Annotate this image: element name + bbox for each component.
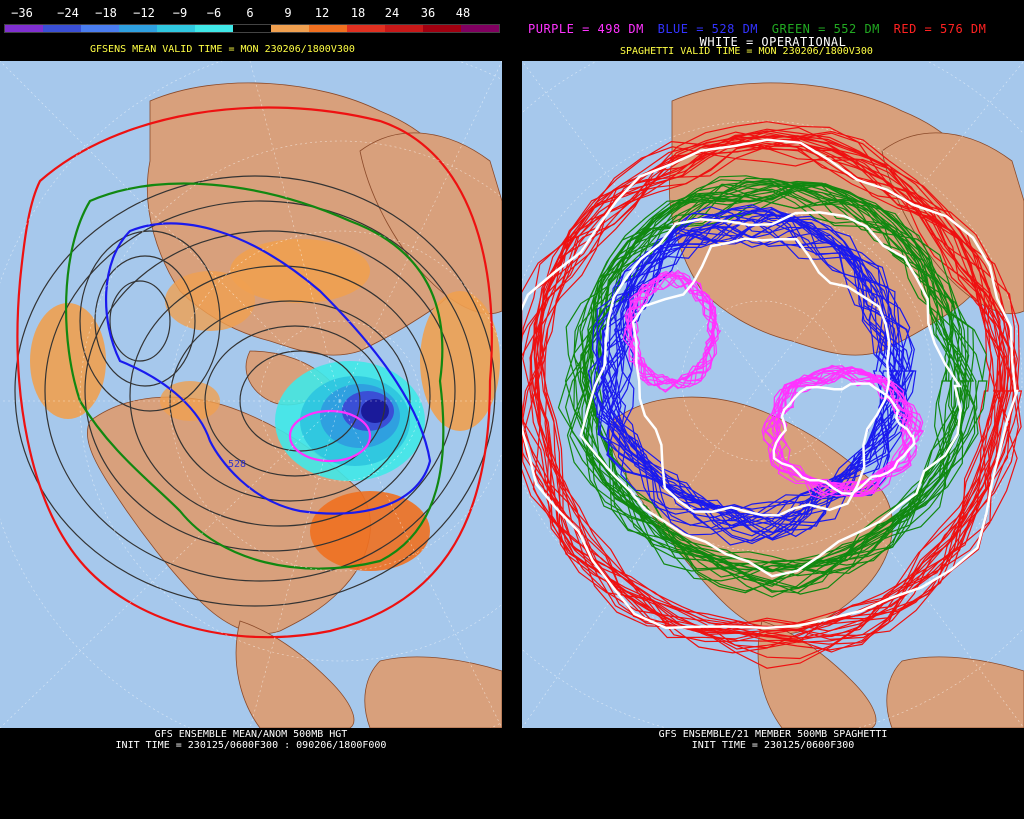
spaghetti-map [522,61,1024,728]
colorbar-label: 24 [384,6,400,20]
operational-contour [631,237,891,517]
spaghetti-contour-purple [624,275,717,386]
colorbar-label: 36 [420,6,436,20]
spaghetti-panel: PURPLE = 498 DM BLUE = 528 DM GREEN = 55… [522,0,1024,819]
colorbar-label: 48 [455,6,471,20]
height-contours [14,175,496,607]
mean-map-svg: 528 [0,61,502,728]
anomaly-colorbar [4,24,500,33]
spaghetti-footer-title: GFS ENSEMBLE/21 MEMBER 500MB SPAGHETTI [658,729,888,740]
colorbar-label: 6 [246,6,254,20]
colorbar-swatch [81,25,119,32]
spaghetti-contour-green [573,184,987,576]
legend-blue: BLUE = 528 DM [657,22,759,36]
spaghetti-contour-green [564,191,976,582]
colorbar-label: −6 [206,6,222,20]
colorbar-swatch [157,25,195,32]
spaghetti-contour-red [522,137,1018,654]
contour-528 [104,222,432,515]
spaghetti-contour-red [522,136,1006,640]
spaghetti-contour-green [565,178,968,572]
contour-576 [16,106,493,639]
colorbar-label: −36 [11,6,33,20]
colorbar-swatch [119,25,157,32]
colorbar-labels: −36 −24 −18 −12 −9 −6 6 9 12 18 24 36 48 [4,6,500,22]
colorbar-label: −9 [172,6,188,20]
legend-green: GREEN = 552 DM [771,22,880,36]
colorbar-label: 18 [350,6,366,20]
operational-contours [522,138,1019,630]
panel-divider [502,0,522,819]
mean-anomaly-map: 528 [0,61,502,728]
spaghetti-contour-green [583,184,975,589]
spaghetti-contour-red [539,126,1014,651]
operational-contour [772,382,916,495]
spaghetti-contour-red [529,135,992,643]
spaghetti-contour-purple [628,275,716,384]
colorbar-label: 9 [284,6,292,20]
spaghetti-contour-purple [628,275,719,390]
spaghetti-footer-init: INIT TIME = 230125/0600F300 [691,740,855,751]
colorbar-swatch [271,25,309,32]
spaghetti-map-svg [522,61,1024,728]
operational-contour [579,211,962,578]
spaghetti-contour-red [536,121,1002,650]
colorbar-label: −18 [95,6,117,20]
spaghetti-legend: PURPLE = 498 DM BLUE = 528 DM GREEN = 55… [528,22,992,36]
colorbar-swatch [5,25,43,32]
contour-498 [288,409,372,463]
spaghetti-contour-purple [776,368,915,494]
spaghetti-contour-blue [596,212,906,542]
spaghetti-552 [557,175,988,598]
colorbar-swatch [461,25,499,32]
spaghetti-contour-red [522,153,1011,649]
spaghetti-contour-green [573,179,963,592]
spaghetti-contour-blue [587,206,909,546]
spaghetti-contour-green [581,184,975,574]
colorbar-swatch [309,25,347,32]
spaghetti-contour-blue [601,219,892,519]
colorbar-label: 12 [314,6,330,20]
colorbar-label: −12 [133,6,155,20]
spaghetti-contour-green [557,195,979,587]
colorbar-swatch [423,25,461,32]
colorbar-swatch [233,25,271,32]
lat-lon-grid [522,61,1024,728]
spaghetti-contour-red [534,135,999,640]
colorbar-label: −24 [57,6,79,20]
lat-lon-grid [0,61,502,728]
colorbar-swatch [195,25,233,32]
colorbar-swatch [43,25,81,32]
ensemble-mean-panel: −36 −24 −18 −12 −9 −6 6 9 12 18 24 36 48… [0,0,502,819]
legend-purple: PURPLE = 498 DM [528,22,644,36]
spaghetti-contour-purple [771,364,918,493]
mean-footer-title: GFS ENSEMBLE MEAN/ANOM 500MB HGT [154,729,348,740]
spaghetti-contour-red [533,138,996,632]
contour-label: 528 [228,459,246,470]
legend-red: RED = 576 DM [893,22,987,36]
mean-footer-init: INIT TIME = 230125/0600F300 : 090206/180… [115,740,387,751]
spaghetti-contour-red [529,134,1016,643]
mean-valid-time: GFSENS MEAN VALID TIME = MON 230206/1800… [90,44,355,55]
spaghetti-contour-green [564,175,964,594]
colorbar-swatch [347,25,385,32]
operational-contour [522,138,1019,630]
legend-white: WHITE = OPERATIONAL [699,35,847,49]
spaghetti-valid-time: SPAGHETTI VALID TIME = MON 230206/1800V3… [620,46,873,57]
spaghetti-contour-blue [594,213,906,545]
spaghetti-contour-purple [628,270,717,385]
spaghetti-contour-blue [604,210,911,524]
colorbar-swatch [385,25,423,32]
spaghetti-contour-red [522,132,1022,660]
